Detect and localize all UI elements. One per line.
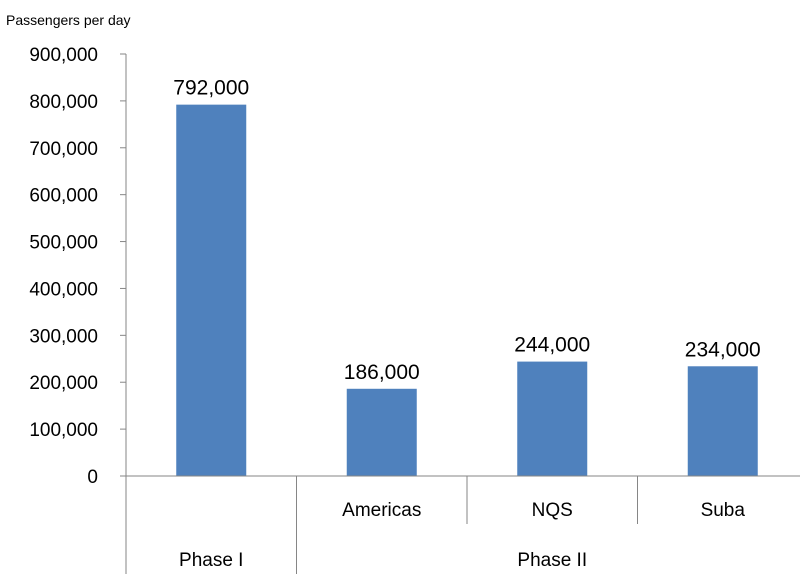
data-label: 186,000 bbox=[344, 361, 420, 384]
category-label-group: Americas NQS Suba Phase I Phase II bbox=[179, 500, 745, 571]
data-label: 244,000 bbox=[514, 334, 590, 357]
category-label: Americas bbox=[342, 500, 421, 521]
y-axis-label: Passengers per day bbox=[6, 12, 131, 28]
group-label: Phase I bbox=[179, 550, 243, 571]
y-tick-label: 300,000 bbox=[29, 326, 98, 347]
y-tick-group: 0 100,000 200,000 300,000 400,000 500,000 600,… bbox=[29, 45, 126, 488]
bar bbox=[687, 366, 758, 476]
y-tick-label: 0 bbox=[87, 467, 98, 488]
y-tick-label: 500,000 bbox=[29, 233, 98, 254]
y-tick-label: 800,000 bbox=[29, 92, 98, 113]
axes-group bbox=[125, 54, 800, 574]
group-label: Phase II bbox=[517, 550, 587, 571]
bar bbox=[176, 104, 247, 476]
category-label: NQS bbox=[532, 500, 573, 521]
data-label: 234,000 bbox=[685, 338, 761, 361]
y-tick-label: 200,000 bbox=[29, 373, 98, 394]
y-tick-label: 600,000 bbox=[29, 186, 98, 207]
y-tick-label: 400,000 bbox=[29, 279, 98, 300]
bar bbox=[346, 388, 417, 476]
bar bbox=[517, 361, 588, 476]
y-tick-label: 700,000 bbox=[29, 139, 98, 160]
data-label: 792,000 bbox=[173, 77, 249, 100]
y-tick-label: 100,000 bbox=[29, 420, 98, 441]
bar-group: 792,000 186,000 244,000 234,000 bbox=[173, 77, 761, 476]
category-label: Suba bbox=[701, 500, 746, 521]
y-tick-label: 900,000 bbox=[29, 45, 98, 66]
